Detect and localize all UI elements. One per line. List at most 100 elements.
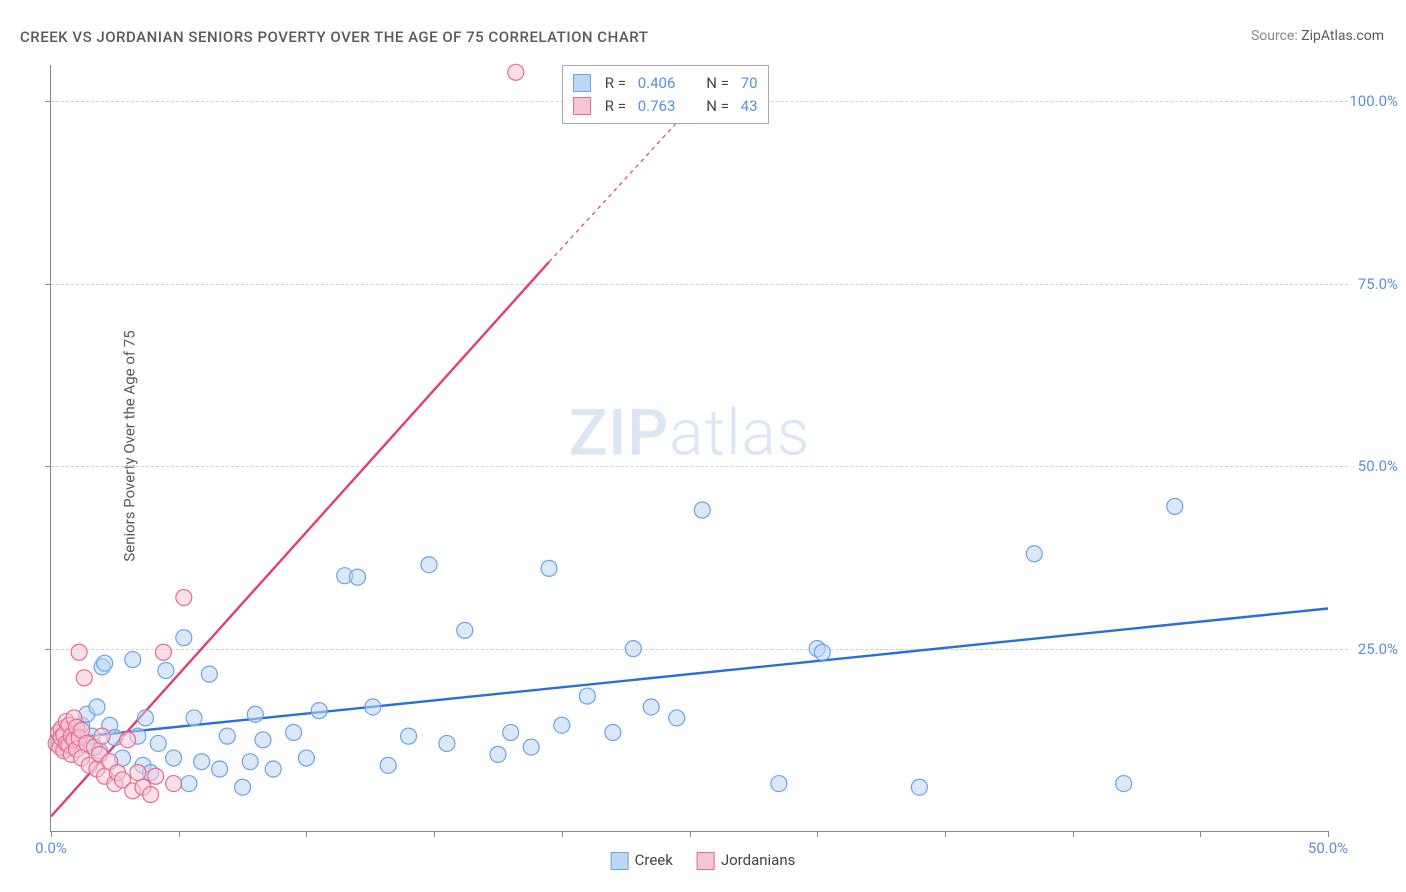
- data-point: [201, 666, 217, 682]
- trend-line-dashed: [549, 109, 689, 262]
- x-tick: [434, 831, 435, 837]
- data-point: [814, 644, 830, 660]
- legend-label: Jordanians: [721, 851, 796, 869]
- y-tick-label: 75.0%: [1358, 275, 1398, 293]
- r-label: R =: [605, 72, 630, 95]
- x-tick: [179, 831, 180, 837]
- data-point: [523, 739, 539, 755]
- x-tick: [690, 831, 691, 837]
- legend-label: Creek: [635, 851, 673, 869]
- data-point: [89, 699, 105, 715]
- x-tick: [945, 831, 946, 837]
- data-point: [155, 644, 171, 660]
- data-point: [235, 779, 251, 795]
- data-point: [1116, 776, 1132, 792]
- data-point: [176, 630, 192, 646]
- data-point: [158, 663, 174, 679]
- data-point: [298, 750, 314, 766]
- y-tick-label: 100.0%: [1349, 92, 1398, 110]
- data-point: [365, 699, 381, 715]
- data-point: [541, 560, 557, 576]
- legend-swatch: [611, 852, 629, 870]
- data-point: [554, 717, 570, 733]
- y-tick-label: 50.0%: [1358, 457, 1398, 475]
- plot-area: ZIPatlas 25.0%50.0%75.0%100.0% 0.0%50.0%…: [50, 65, 1328, 832]
- data-point: [125, 652, 141, 668]
- data-point: [771, 776, 787, 792]
- legend-stats-row: R = 0.406 N = 70: [573, 72, 758, 95]
- data-point: [166, 750, 182, 766]
- data-point: [212, 761, 228, 777]
- data-point: [242, 754, 258, 770]
- data-point: [911, 779, 927, 795]
- trend-line: [51, 608, 1328, 739]
- data-point: [97, 655, 113, 671]
- n-value: 43: [741, 95, 758, 118]
- data-point: [150, 735, 166, 751]
- data-point: [247, 706, 263, 722]
- data-point: [605, 725, 621, 741]
- legend-stats-box: R = 0.406 N = 70R = 0.763 N = 43: [562, 65, 769, 124]
- chart-title: CREEK VS JORDANIAN SENIORS POVERTY OVER …: [20, 28, 648, 46]
- data-point: [439, 735, 455, 751]
- data-point: [457, 622, 473, 638]
- legend-item: Creek: [611, 851, 673, 870]
- x-tick-label: 0.0%: [35, 839, 67, 857]
- data-point: [143, 787, 159, 803]
- data-point: [94, 728, 110, 744]
- data-point: [508, 64, 524, 80]
- legend-bottom: Creek Jordanians: [611, 851, 796, 870]
- legend-swatch: [697, 852, 715, 870]
- x-tick: [817, 831, 818, 837]
- data-point: [1167, 498, 1183, 514]
- x-tick: [1073, 831, 1074, 837]
- data-point: [625, 641, 641, 657]
- data-point: [176, 590, 192, 606]
- r-label: R =: [605, 95, 630, 118]
- n-value: 70: [741, 72, 758, 95]
- source-value: ZipAtlas.com: [1301, 28, 1384, 44]
- r-value: 0.406: [638, 72, 676, 95]
- data-point: [401, 728, 417, 744]
- data-point: [194, 754, 210, 770]
- x-tick-label: 50.0%: [1308, 839, 1348, 857]
- data-point: [219, 728, 235, 744]
- x-tick: [1328, 831, 1329, 837]
- n-label: N =: [706, 72, 732, 95]
- x-tick: [51, 831, 52, 837]
- legend-swatch: [573, 97, 591, 115]
- data-point: [148, 768, 164, 784]
- data-point: [1026, 546, 1042, 562]
- source-attribution: Source: ZipAtlas.com: [1251, 28, 1384, 44]
- source-label: Source:: [1251, 28, 1298, 44]
- data-point: [669, 710, 685, 726]
- legend-stats-row: R = 0.763 N = 43: [573, 95, 758, 118]
- data-point: [166, 776, 182, 792]
- data-point: [311, 703, 327, 719]
- r-value: 0.763: [638, 95, 676, 118]
- x-tick: [562, 831, 563, 837]
- data-point: [76, 670, 92, 686]
- x-tick: [306, 831, 307, 837]
- data-point: [421, 557, 437, 573]
- data-point: [349, 569, 365, 585]
- data-point: [490, 746, 506, 762]
- data-point: [694, 502, 710, 518]
- data-point: [186, 710, 202, 726]
- y-tick-label: 25.0%: [1358, 640, 1398, 658]
- data-point: [643, 699, 659, 715]
- legend-item: Jordanians: [697, 851, 796, 870]
- data-point: [503, 725, 519, 741]
- x-tick: [1200, 831, 1201, 837]
- data-point: [255, 732, 271, 748]
- data-point: [286, 725, 302, 741]
- legend-swatch: [573, 74, 591, 92]
- data-point: [579, 688, 595, 704]
- data-point: [130, 765, 146, 781]
- data-point: [137, 710, 153, 726]
- data-point: [71, 644, 87, 660]
- scatter-plot: [51, 65, 1328, 831]
- data-point: [120, 732, 136, 748]
- n-label: N =: [706, 95, 732, 118]
- data-point: [181, 776, 197, 792]
